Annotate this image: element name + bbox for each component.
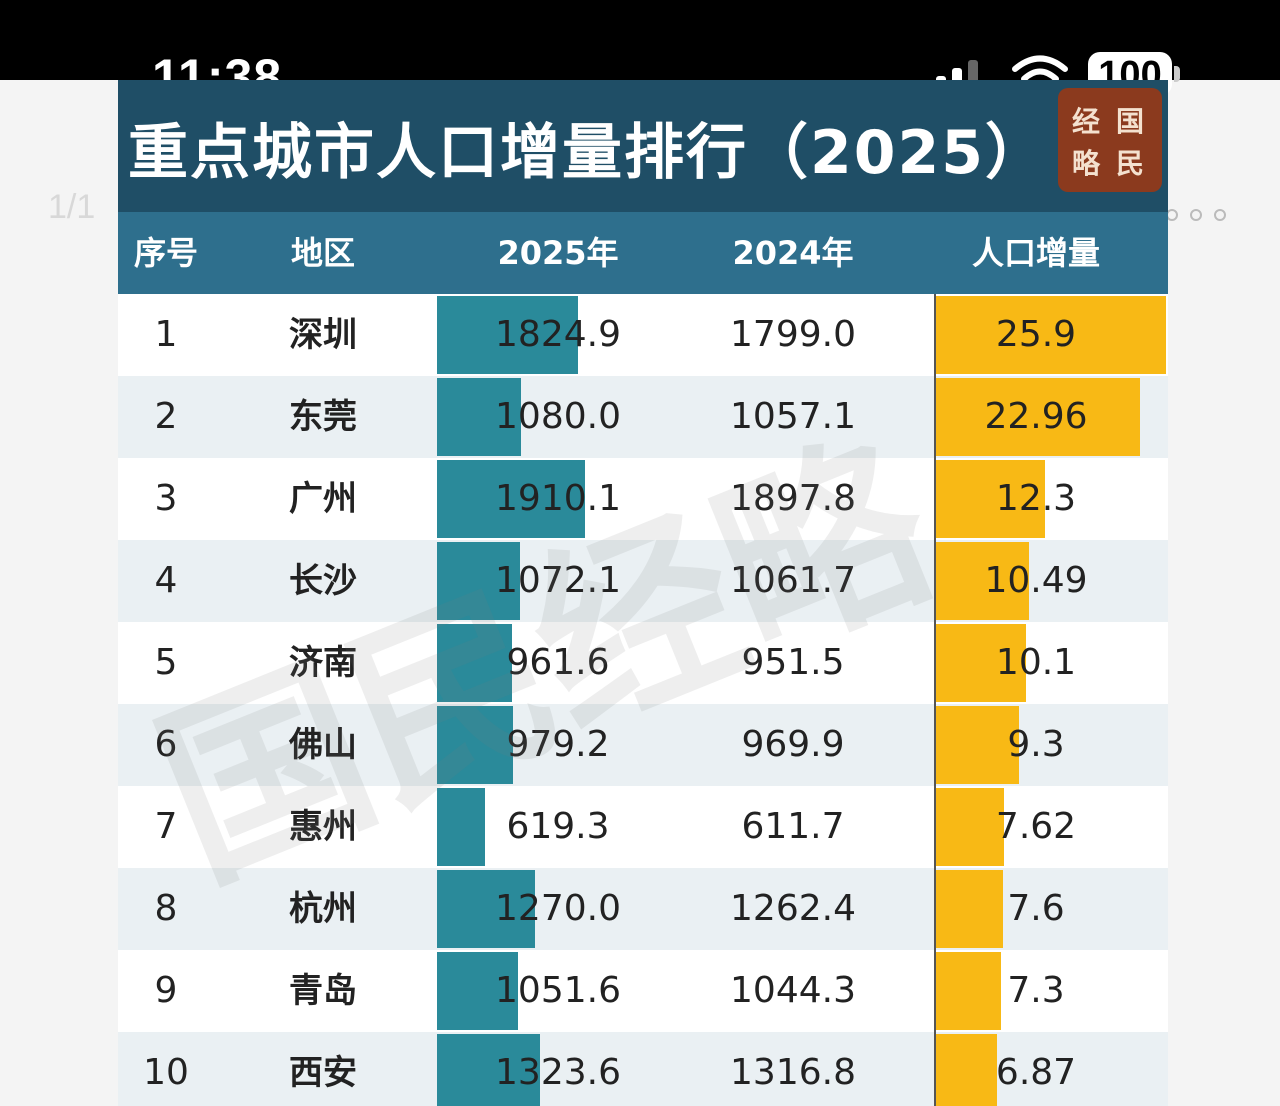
header-region: 地区 xyxy=(290,234,355,272)
seal-char: 略 xyxy=(1072,147,1101,180)
cell-increase: 22.96 xyxy=(984,396,1088,437)
bar-increase xyxy=(936,624,1026,702)
more-options-icon[interactable] xyxy=(1166,206,1238,225)
cell-2025: 1080.0 xyxy=(495,396,621,437)
bar-increase xyxy=(936,788,1004,866)
bar-2025 xyxy=(437,624,512,702)
bar-2025 xyxy=(437,542,520,620)
cell-2024: 969.9 xyxy=(741,724,845,765)
cell-increase: 12.3 xyxy=(995,478,1077,519)
cell-rank: 2 xyxy=(154,396,178,437)
bar-increase xyxy=(936,1034,997,1106)
cell-2025: 1072.1 xyxy=(495,560,621,601)
cell-region: 惠州 xyxy=(289,807,357,847)
bar-increase xyxy=(936,296,1166,374)
cell-rank: 1 xyxy=(154,314,178,355)
cell-2025: 1910.1 xyxy=(495,478,621,519)
cell-rank: 3 xyxy=(154,478,178,519)
cell-rank: 8 xyxy=(154,888,178,929)
bar-increase xyxy=(936,952,1001,1030)
header-rank: 序号 xyxy=(133,234,198,272)
bar-2025 xyxy=(437,952,518,1030)
cell-rank: 7 xyxy=(154,806,178,847)
cell-2025: 979.2 xyxy=(506,724,610,765)
bar-2025 xyxy=(437,460,585,538)
cell-2024: 1057.1 xyxy=(730,396,856,437)
table-row: 9 青岛 1051.6 1044.3 7.3 xyxy=(118,950,1168,1032)
cell-increase: 25.9 xyxy=(995,314,1077,355)
cell-2025: 1051.6 xyxy=(495,970,621,1011)
cell-region: 佛山 xyxy=(289,725,357,765)
battery-tip xyxy=(1174,66,1180,82)
seal-char: 国 xyxy=(1116,105,1145,138)
cell-2024: 1044.3 xyxy=(730,970,856,1011)
cell-2025: 1323.6 xyxy=(495,1052,621,1093)
seal-char: 经 xyxy=(1072,105,1101,138)
bar-2025 xyxy=(437,1034,540,1106)
cell-increase: 10.49 xyxy=(984,560,1088,601)
cell-region: 广州 xyxy=(289,479,357,519)
cell-2024: 951.5 xyxy=(741,642,845,683)
bar-2025 xyxy=(437,870,535,948)
bar-increase xyxy=(936,706,1019,784)
cell-2024: 1262.4 xyxy=(730,888,856,929)
table-row: 6 佛山 979.2 969.9 9.3 xyxy=(118,704,1168,786)
page-indicator: 1/1 xyxy=(48,188,96,226)
cell-2024: 611.7 xyxy=(741,806,845,847)
cell-increase: 9.3 xyxy=(1007,724,1065,765)
cell-rank: 5 xyxy=(154,642,178,683)
status-bar: 11:38 100 xyxy=(0,0,1280,105)
bar-increase xyxy=(936,542,1029,620)
bar-2025 xyxy=(437,706,513,784)
title-band: 重点城市人口增量排行（2025） 经 国 略 民 xyxy=(118,80,1168,212)
cell-rank: 4 xyxy=(154,560,178,601)
column-divider xyxy=(934,294,936,1106)
cell-region: 青岛 xyxy=(289,971,357,1011)
cell-increase: 7.62 xyxy=(995,806,1077,847)
bar-2025 xyxy=(437,788,485,866)
bar-increase xyxy=(936,460,1045,538)
bar-increase xyxy=(936,378,1140,456)
table-row: 10 西安 1323.6 1316.8 6.87 xyxy=(118,1032,1168,1106)
ranking-image: 重点城市人口增量排行（2025） 经 国 略 民 序号 地区 2025年 202… xyxy=(118,80,1168,1106)
bar-increase xyxy=(936,870,1003,948)
table-row: 5 济南 961.6 951.5 10.1 xyxy=(118,622,1168,704)
cell-2025: 1824.9 xyxy=(495,314,621,355)
bar-2025 xyxy=(437,378,521,456)
table-row: 4 长沙 1072.1 1061.7 10.49 xyxy=(118,540,1168,622)
cell-increase: 10.1 xyxy=(995,642,1077,683)
table-row: 2 东莞 1080.0 1057.1 22.96 xyxy=(118,376,1168,458)
table-row: 1 深圳 1824.9 1799.0 25.9 xyxy=(118,294,1168,376)
header-2024: 2024年 xyxy=(732,234,854,272)
cell-region: 深圳 xyxy=(289,315,357,355)
chart-title: 重点城市人口增量排行（2025） xyxy=(128,118,1047,188)
table-row: 8 杭州 1270.0 1262.4 7.6 xyxy=(118,868,1168,950)
cell-region: 济南 xyxy=(289,643,357,683)
cell-rank: 9 xyxy=(154,970,178,1011)
publisher-seal: 经 国 略 民 xyxy=(1058,88,1162,192)
cell-2024: 1799.0 xyxy=(730,314,856,355)
cell-2024: 1061.7 xyxy=(730,560,856,601)
header-2025: 2025年 xyxy=(497,234,619,272)
cell-2025: 619.3 xyxy=(506,806,610,847)
cell-increase: 7.6 xyxy=(1007,888,1065,929)
cell-rank: 10 xyxy=(143,1052,189,1093)
cell-increase: 7.3 xyxy=(1007,970,1065,1011)
cell-region: 长沙 xyxy=(289,561,357,601)
cell-2024: 1897.8 xyxy=(730,478,856,519)
table-row: 7 惠州 619.3 611.7 7.62 xyxy=(118,786,1168,868)
seal-char: 民 xyxy=(1116,147,1145,180)
cell-region: 杭州 xyxy=(289,889,357,929)
cell-2025: 961.6 xyxy=(506,642,610,683)
bar-2025 xyxy=(437,296,578,374)
cell-rank: 6 xyxy=(154,724,178,765)
cell-2025: 1270.0 xyxy=(495,888,621,929)
cell-region: 东莞 xyxy=(289,397,357,437)
cell-2024: 1316.8 xyxy=(730,1052,856,1093)
header-increase: 人口增量 xyxy=(971,234,1100,272)
cell-region: 西安 xyxy=(289,1053,357,1093)
table-header: 序号 地区 2025年 2024年 人口增量 xyxy=(118,212,1168,294)
cell-increase: 6.87 xyxy=(995,1052,1077,1093)
table-row: 3 广州 1910.1 1897.8 12.3 xyxy=(118,458,1168,540)
